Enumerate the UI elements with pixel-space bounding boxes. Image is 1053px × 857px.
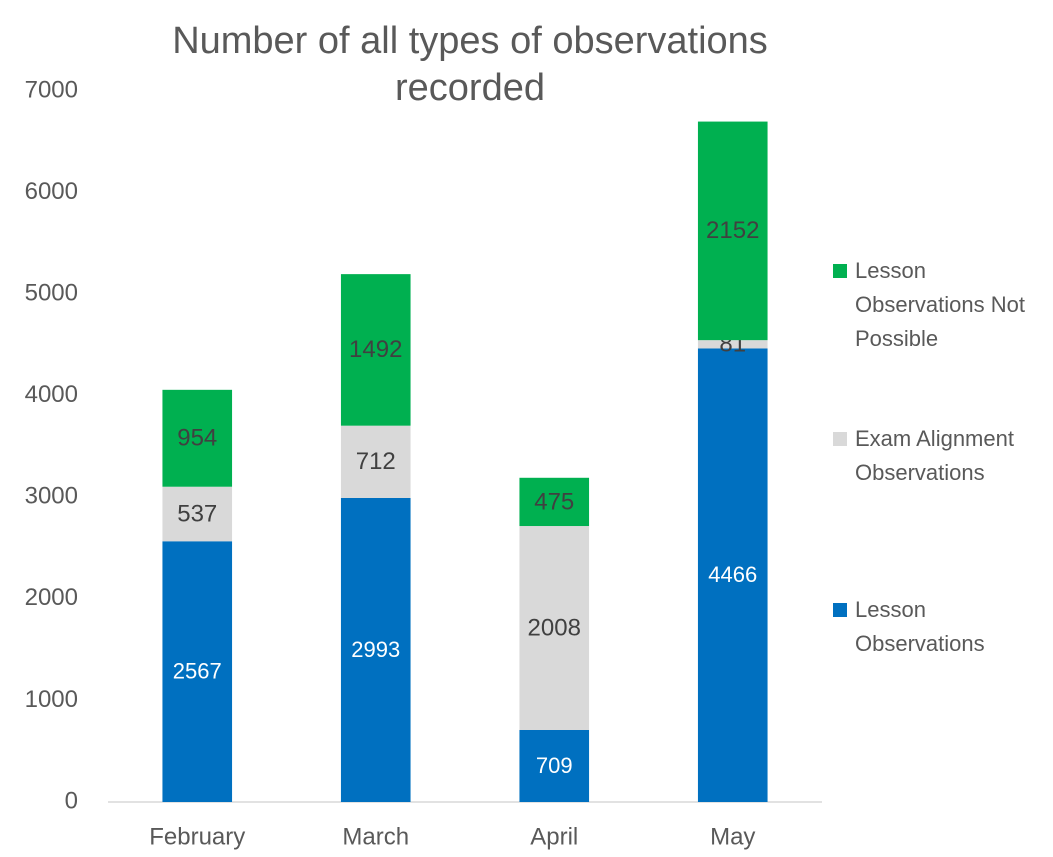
legend-label: Lesson Observations [855,597,985,656]
legend-swatch [833,264,847,278]
y-tick-label: 3000 [25,483,78,510]
legend-label: Lesson Observations Not Possible [855,258,1025,351]
legend-entry: Exam Alignment Observations [833,422,1033,490]
legend-entry: Lesson Observations [833,593,1033,661]
data-label: 4466 [708,562,757,587]
legend-entry: Lesson Observations Not Possible [833,254,1033,356]
x-tick-label: May [710,823,755,850]
bar-segment [340,274,411,426]
bar-segment [162,541,233,802]
bar-segment [162,486,233,542]
bar-segment [697,348,768,802]
y-tick-label: 4000 [25,381,78,408]
y-tick-label: 5000 [25,279,78,306]
bar-segment [162,389,233,487]
data-label: 2993 [351,637,400,662]
x-tick-label: April [530,823,578,850]
bar-segment [697,121,768,341]
y-tick-label: 1000 [25,686,78,713]
x-tick-label: March [342,823,409,850]
data-label: 954 [177,425,217,452]
bar-segment [519,477,590,527]
data-label: 2008 [528,614,581,641]
bar-segment [340,425,411,498]
y-tick-label: 7000 [25,76,78,103]
data-label: 2567 [173,658,222,683]
legend-swatch [833,432,847,446]
data-label: 475 [534,488,574,515]
bar-segment [697,340,768,349]
data-label: 1492 [349,336,402,363]
chart-title: Number of all types of observations reco… [172,20,768,109]
data-label: 537 [177,500,217,527]
data-label: 712 [356,448,396,475]
data-label: 709 [536,753,573,778]
legend-label: Exam Alignment Observations [855,426,1014,485]
bar-segment [519,729,590,802]
bar-segment [340,497,411,802]
bar-segment [519,526,590,730]
data-label: 2152 [706,217,759,244]
y-tick-label: 2000 [25,584,78,611]
legend-swatch [833,603,847,617]
y-tick-label: 6000 [25,178,78,205]
y-tick-label: 0 [65,787,78,814]
x-tick-label: February [149,823,245,850]
